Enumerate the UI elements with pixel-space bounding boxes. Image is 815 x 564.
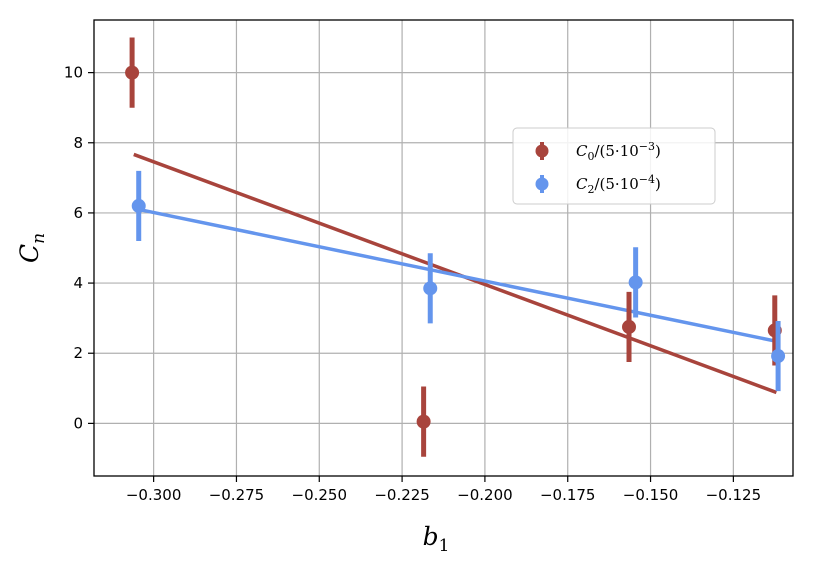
x-axis-label: b1 bbox=[423, 522, 450, 556]
x-axis-label-sub: 1 bbox=[439, 536, 450, 556]
y-tick-label: 2 bbox=[73, 344, 83, 362]
data-point-c2 bbox=[771, 349, 786, 364]
data-point-c0 bbox=[416, 414, 431, 429]
legend-label-c0-main: C bbox=[576, 142, 588, 160]
legend-label-c0-sub: 0 bbox=[587, 150, 594, 163]
x-tick-label: −0.200 bbox=[457, 486, 513, 504]
legend-dot-c0 bbox=[535, 144, 549, 158]
legend-label-c2-sup: −4 bbox=[639, 173, 655, 186]
legend-label-c0-sup: −3 bbox=[639, 140, 655, 153]
y-tick-label: 8 bbox=[73, 134, 83, 152]
legend: C0/(5·10−3) C2/(5·10−4) bbox=[512, 127, 716, 205]
x-axis-label-main: b bbox=[423, 522, 439, 551]
legend-box bbox=[512, 127, 716, 205]
y-tick-label: 4 bbox=[73, 274, 83, 292]
x-tick-label: −0.225 bbox=[374, 486, 430, 504]
fit-line-c2 bbox=[136, 207, 777, 344]
y-tick-label: 0 bbox=[73, 414, 83, 432]
data-point-c0 bbox=[622, 319, 637, 334]
legend-label-c2-sub: 2 bbox=[587, 183, 594, 196]
legend-label-c2-main: C bbox=[576, 175, 588, 193]
y-axis-label-main: C bbox=[15, 244, 44, 263]
legend-dot-c2 bbox=[535, 177, 549, 191]
legend-marker-c2 bbox=[535, 175, 549, 193]
x-tick-label: −0.175 bbox=[540, 486, 596, 504]
legend-entry-c0: C0/(5·10−3) bbox=[535, 140, 661, 163]
plot-frame bbox=[93, 19, 794, 477]
fit-lines bbox=[133, 152, 778, 395]
x-tick-label: −0.250 bbox=[292, 486, 348, 504]
legend-marker-c0 bbox=[535, 142, 549, 160]
y-axis-label-sub: n bbox=[29, 233, 49, 244]
data-point-c0 bbox=[125, 65, 140, 80]
y-tick-label: 6 bbox=[73, 204, 83, 222]
x-tick-label: −0.125 bbox=[706, 486, 762, 504]
legend-label-c2-rest: /(5·10 bbox=[594, 175, 638, 193]
data-point-c2 bbox=[131, 198, 146, 213]
x-tick-label: −0.150 bbox=[623, 486, 679, 504]
x-tick-label: −0.300 bbox=[126, 486, 182, 504]
data-point-c2 bbox=[628, 275, 643, 290]
legend-label-c0-rest: /(5·10 bbox=[594, 142, 638, 160]
legend-label-c2: C2/(5·10−4) bbox=[576, 173, 661, 196]
axis-ticks: −0.300 −0.275 −0.250 −0.225 −0.200 −0.175 −0.1… bbox=[64, 64, 761, 504]
legend-label-c0-close: ) bbox=[655, 142, 661, 160]
y-axis-label: Cn bbox=[15, 233, 49, 263]
data-points bbox=[125, 37, 786, 457]
legend-label-c2-close: ) bbox=[655, 175, 661, 193]
legend-entry-c2: C2/(5·10−4) bbox=[535, 173, 661, 196]
x-tick-label: −0.275 bbox=[209, 486, 265, 504]
data-point-c2 bbox=[423, 281, 438, 296]
y-tick-label: 10 bbox=[64, 64, 83, 82]
legend-label-c0: C0/(5·10−3) bbox=[576, 140, 661, 163]
